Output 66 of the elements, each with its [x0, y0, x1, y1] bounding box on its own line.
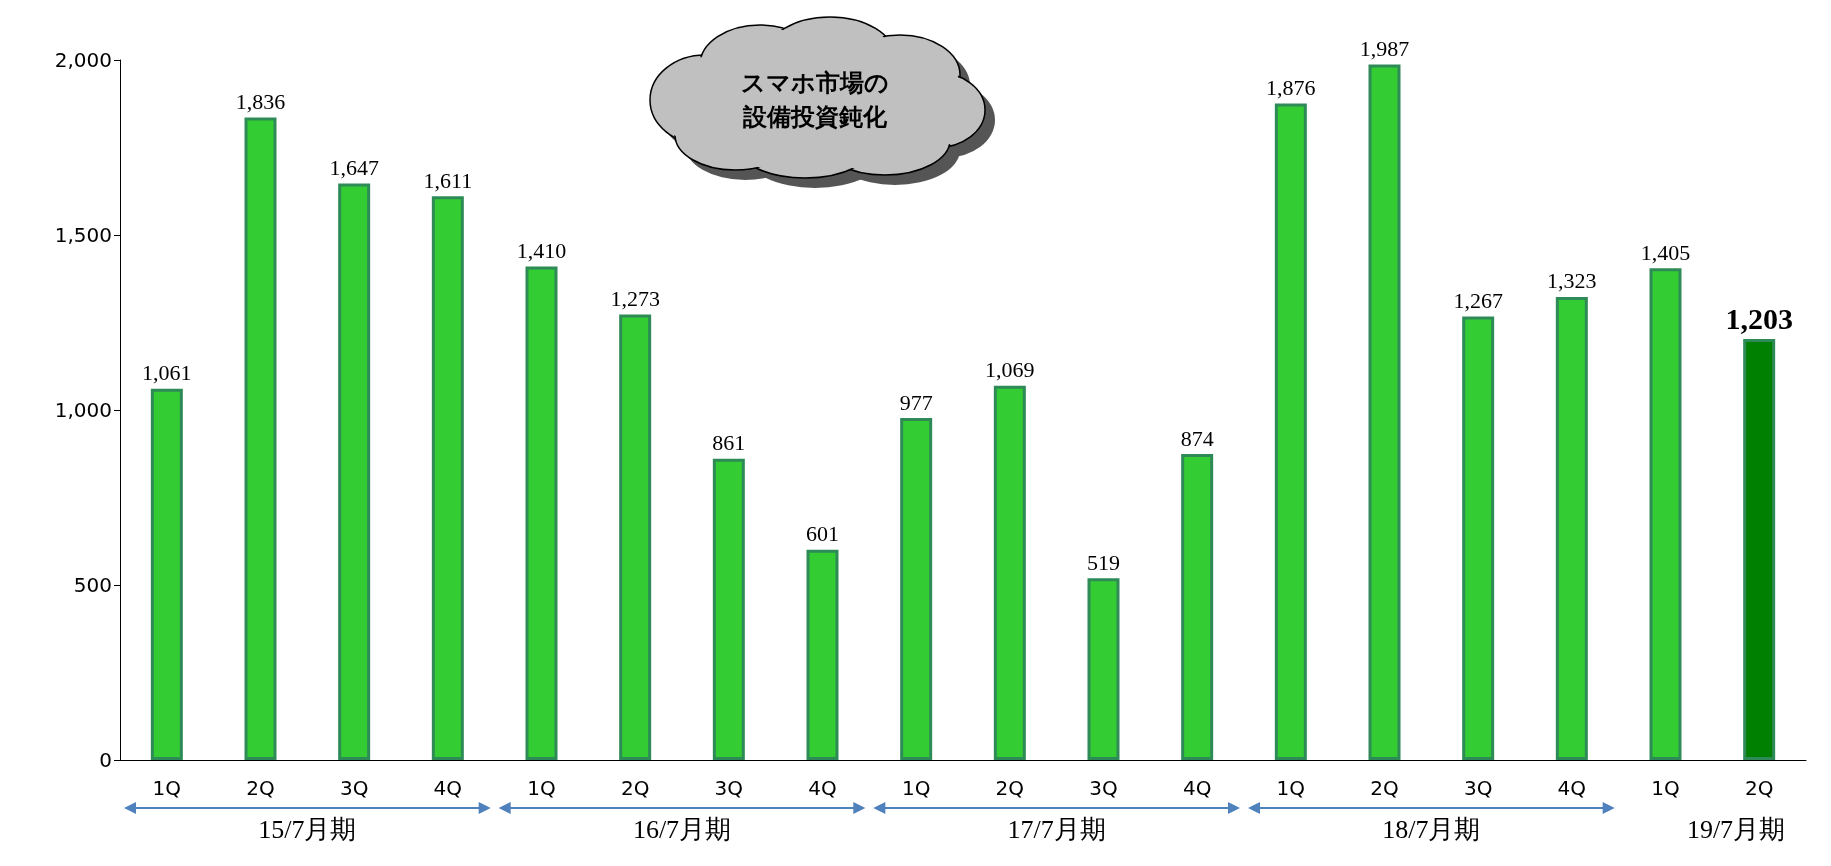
data-label: 1,836	[235, 88, 286, 114]
data-label: 1,273	[610, 285, 660, 311]
bar	[993, 385, 1026, 760]
x-tick-label: 4Q	[808, 776, 837, 800]
x-tick-label: 4Q	[1182, 776, 1212, 800]
data-label: 1,405	[1640, 239, 1691, 265]
data-label: 519	[1087, 549, 1120, 575]
x-tick-label: 3Q	[714, 776, 744, 800]
data-label: 977	[899, 389, 933, 415]
x-tick-label: 3Q	[1463, 776, 1493, 800]
data-label: 1,267	[1453, 288, 1503, 314]
data-label: 1,987	[1359, 36, 1410, 62]
x-tick-label: 4Q	[1557, 776, 1587, 800]
text: 19/7月期	[1686, 812, 1786, 847]
y-tick-label: 2,000	[54, 48, 112, 72]
annotation: 設備投資鈍化	[743, 103, 887, 131]
annotation: スマホ市場の	[741, 69, 889, 97]
bar	[1181, 454, 1214, 760]
x-tick-label: 2Q	[1744, 776, 1774, 800]
text: 17/7月期	[1007, 812, 1106, 847]
bar	[1087, 578, 1120, 760]
x-tick-label: 1Q	[901, 776, 931, 800]
data-label: 1,203	[1725, 302, 1793, 336]
text: 18/7月期	[1382, 812, 1481, 847]
y-tick-label: 1,000	[54, 398, 112, 422]
bar	[900, 418, 933, 760]
x-tick-label: 3Q	[1089, 776, 1118, 800]
x-tick-label: 3Q	[339, 776, 369, 800]
data-label: 861	[712, 430, 746, 456]
bar	[712, 458, 745, 760]
bar	[619, 314, 652, 760]
x-tick-label: 1Q	[527, 776, 556, 800]
data-label: 1,061	[142, 360, 192, 386]
text: 15/7月期	[258, 812, 357, 847]
text: 16/7月期	[632, 812, 732, 847]
x-tick-label: 1Q	[152, 776, 182, 800]
bar	[1274, 103, 1307, 760]
bar	[1555, 296, 1588, 760]
bar	[1368, 64, 1401, 760]
bar	[1649, 268, 1682, 760]
bar	[150, 388, 183, 760]
bar	[338, 183, 371, 760]
data-label: 1,647	[329, 155, 379, 181]
data-label: 874	[1180, 425, 1214, 451]
x-tick-label: 2Q	[995, 776, 1025, 800]
data-label: 1,876	[1266, 74, 1316, 100]
data-label: 1,410	[516, 238, 567, 263]
bar	[806, 549, 839, 760]
data-label: 1,069	[985, 357, 1035, 383]
x-tick-label: 1Q	[1276, 776, 1306, 800]
y-tick-label: 500	[73, 573, 112, 597]
x-tick-label: 1Q	[1651, 776, 1680, 800]
x-tick-label: 2Q	[620, 776, 650, 800]
bar	[1743, 338, 1776, 760]
x-tick-label: 4Q	[433, 776, 463, 800]
data-label: 1,611	[423, 167, 473, 193]
x-tick-label: 2Q	[1370, 776, 1399, 800]
data-label: 1,323	[1547, 268, 1597, 294]
y-tick-label: 0	[99, 748, 112, 772]
bar	[1462, 316, 1495, 760]
bar	[525, 266, 558, 760]
y-tick-label: 1,500	[54, 223, 112, 247]
bar	[431, 196, 464, 760]
x-tick-label: 2Q	[246, 776, 275, 800]
bar	[244, 117, 277, 760]
data-label: 601	[806, 521, 839, 547]
